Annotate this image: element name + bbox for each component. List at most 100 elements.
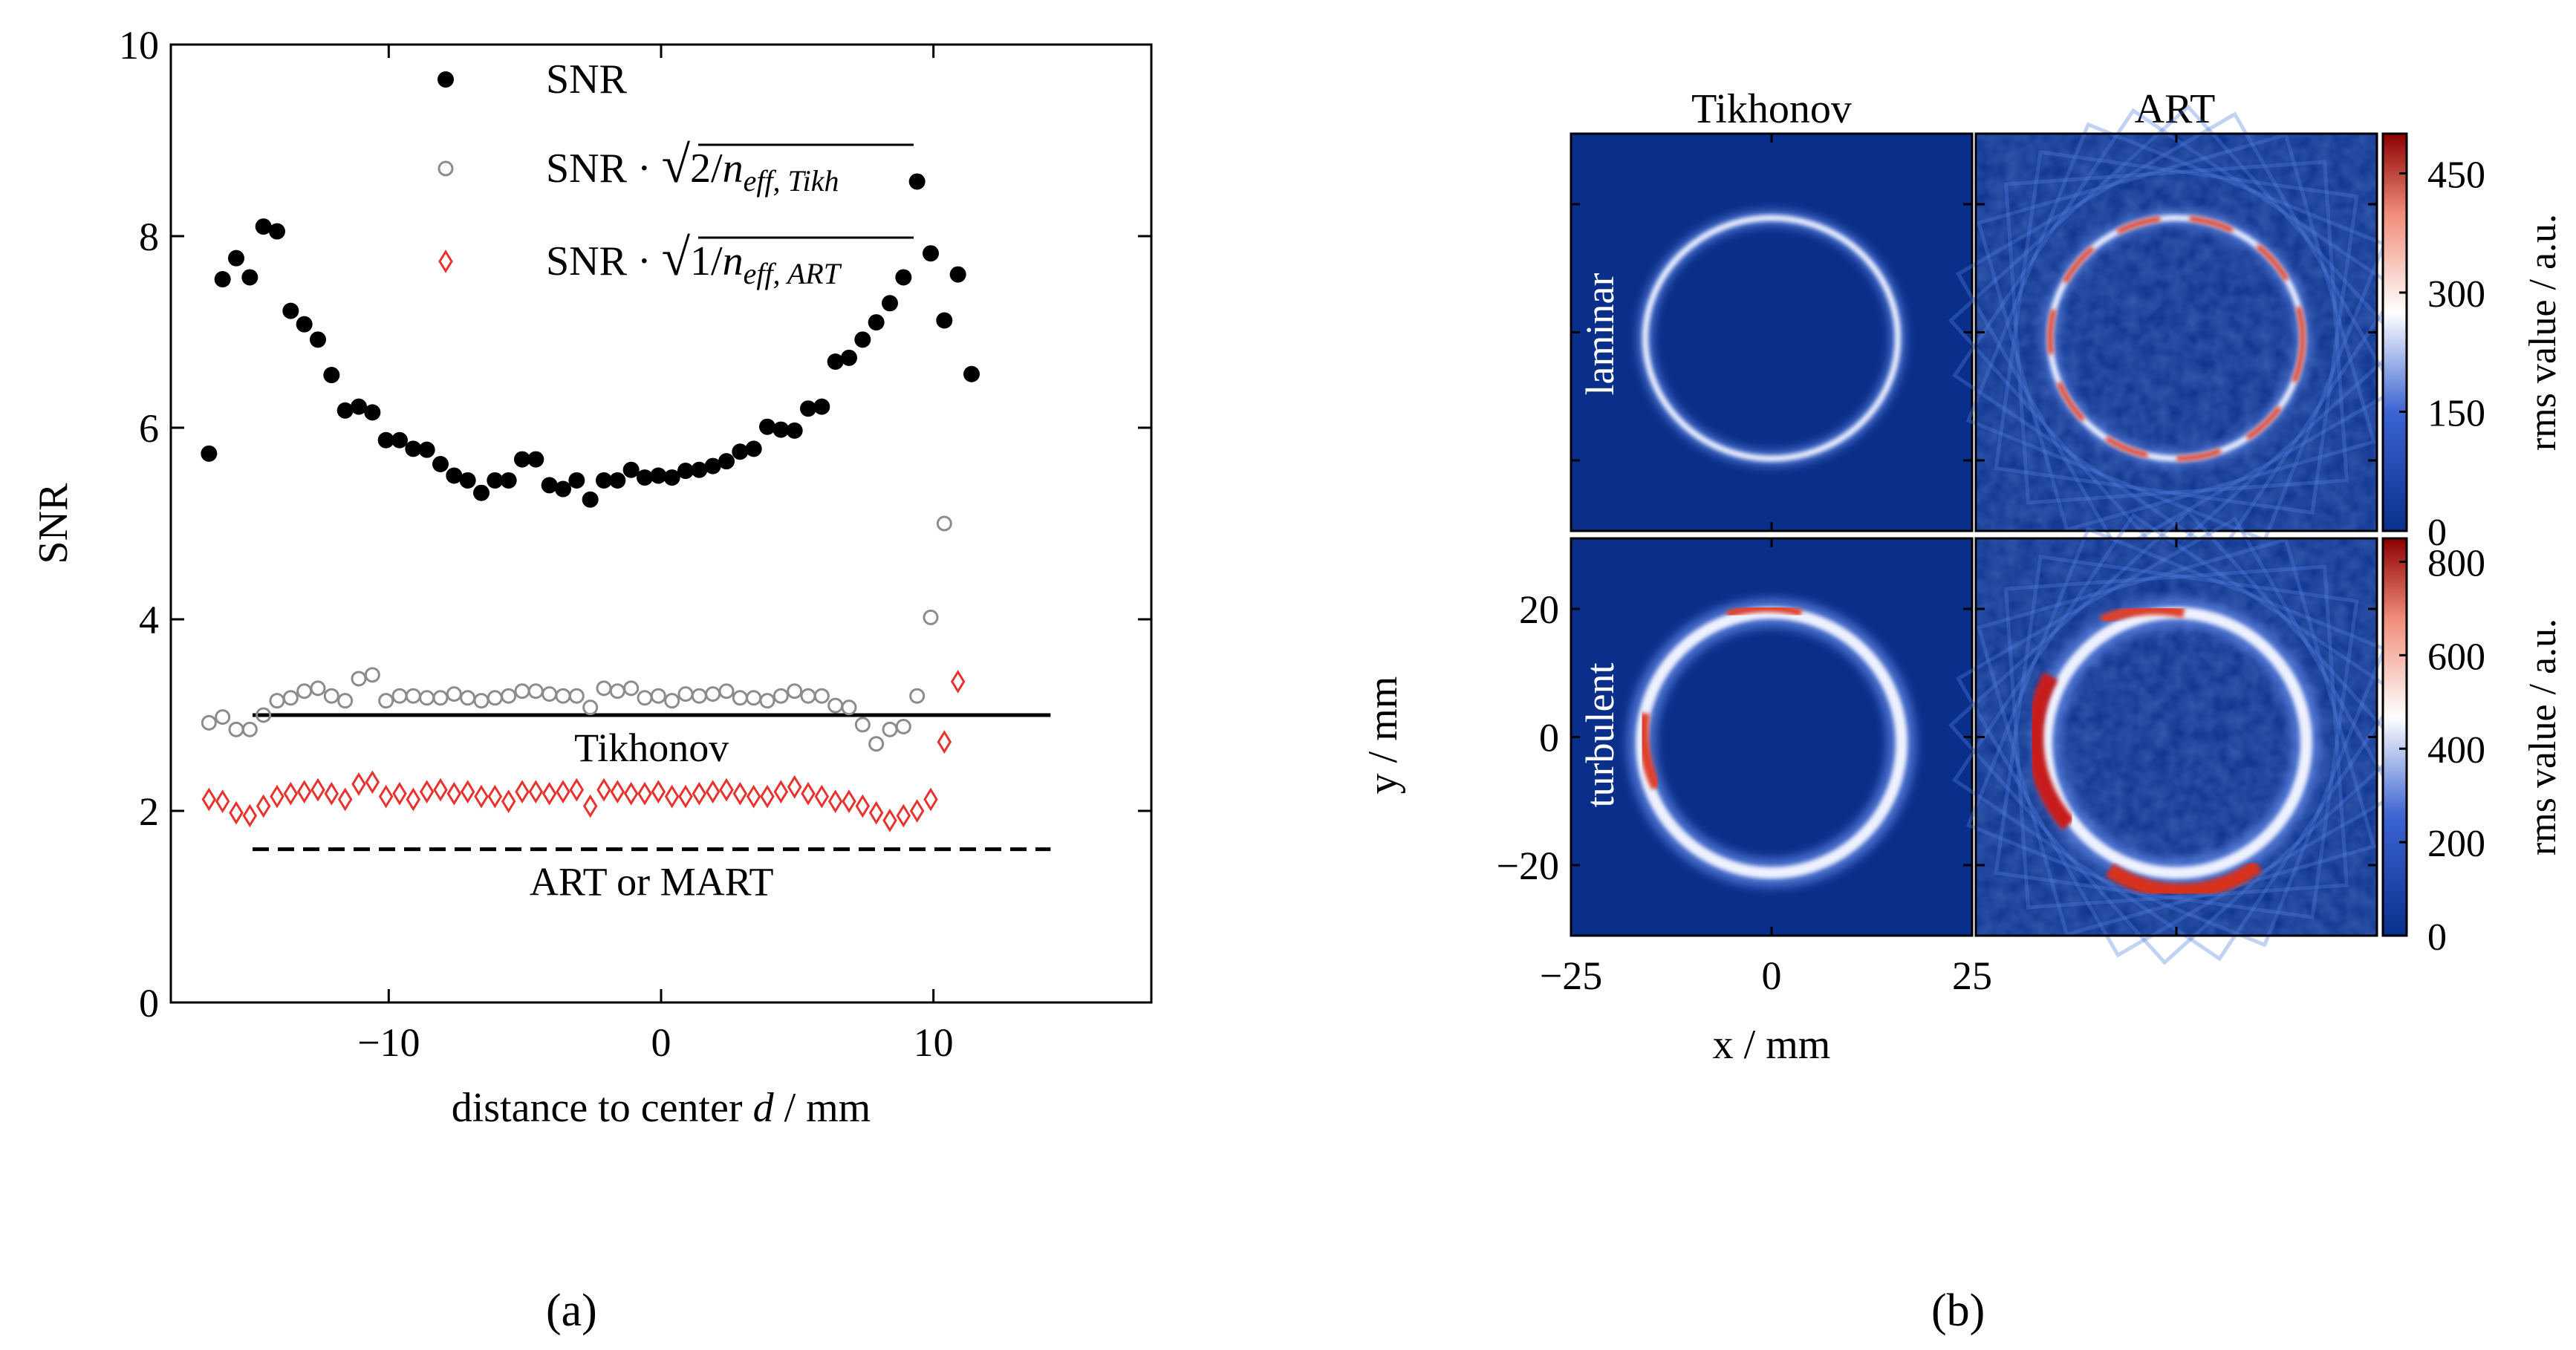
heatmap-axes: 20 0 −20 −25 0 25 (1497, 587, 1992, 998)
sqrt-symbol: √ (662, 137, 691, 194)
data-point-series-2 (528, 780, 544, 804)
legend-label: SNR (546, 56, 628, 102)
data-point-series-1 (446, 686, 462, 702)
heatmap-tile-lam-art (1948, 104, 2405, 561)
data-point-series-0 (296, 316, 313, 333)
ring-core (1642, 215, 1901, 462)
data-point-series-1 (432, 690, 449, 706)
data-point-series-0 (377, 431, 394, 449)
colorbar-label: rms value / a.u. (2522, 214, 2564, 451)
data-point-series-1 (419, 690, 435, 706)
x-axis-label-prefix: distance to center (452, 1085, 753, 1131)
ring-hotspots (2047, 215, 2306, 461)
colorbar-tick-label: 0 (2427, 916, 2447, 959)
data-point-series-1 (854, 717, 871, 733)
data-point-series-1 (582, 700, 599, 716)
data-point-series-1 (378, 693, 394, 709)
sqrt-symbol: √ (662, 229, 691, 287)
y-tick-label-b: 20 (1519, 587, 1559, 632)
legend-label-prefix: SNR · (546, 238, 662, 284)
colorbar-tick-label: 800 (2427, 542, 2485, 584)
projection-streak (1965, 122, 2387, 543)
data-point-series-0 (759, 418, 775, 435)
data-point-series-1 (541, 686, 558, 702)
reference-lines: Tikhonov ART or MART (253, 713, 1051, 904)
ring-hotspot (2027, 672, 2075, 830)
projection-streak (1976, 132, 2377, 532)
data-point-series-0 (487, 472, 504, 489)
data-point-series-2 (487, 784, 503, 809)
data-point-series-1 (813, 688, 830, 704)
legend-label: SNR · √1/neff, ART (546, 229, 842, 290)
colorbar-tick-label: 150 (2427, 393, 2485, 435)
x-axis-label: distance to center d / mm (452, 1085, 871, 1131)
data-point-series-0 (269, 223, 285, 240)
colorbars: 0 150 300 450 rms value / a.u. 0 200 400 600 800 r… (2381, 132, 2564, 959)
data-point-series-2 (446, 781, 462, 806)
tile-frame (1570, 537, 1974, 937)
data-point-series-2 (474, 784, 489, 809)
ring-hotspot (1638, 712, 1662, 790)
colorbar-turbulent (2381, 537, 2408, 937)
data-point-series-1 (351, 671, 367, 687)
data-point-series-2 (855, 794, 871, 818)
colorbar-tick-label: 400 (2427, 729, 2485, 772)
data-point-series-0 (201, 445, 218, 462)
y-tick-label-b: 0 (1539, 716, 1559, 760)
data-point-series-0 (555, 480, 571, 498)
data-point-series-2 (868, 800, 884, 825)
heatmap-tile-tur-art (1948, 509, 2405, 965)
data-point-series-0 (949, 266, 966, 283)
x-tick-label-b: −25 (1540, 953, 1602, 998)
data-point-series-1 (514, 683, 530, 700)
data-point-series-2 (337, 787, 353, 812)
x-tick-label-b: 0 (1762, 953, 1782, 998)
data-point-series-1 (596, 680, 612, 697)
data-point-series-1 (473, 693, 489, 709)
data-point-series-2 (882, 809, 897, 832)
data-point-series-1 (677, 686, 694, 702)
data-point-series-0 (241, 269, 258, 286)
data-point-series-2 (842, 789, 856, 813)
y-axis: 0 2 4 6 8 10 (119, 23, 1151, 1025)
data-point-series-2 (556, 780, 570, 804)
data-point-series-0 (541, 477, 558, 494)
x-tick-label: −10 (357, 1020, 420, 1065)
data-point-series-1 (623, 680, 640, 697)
data-point-series-2 (732, 781, 748, 806)
data-point-series-0 (609, 472, 626, 489)
data-point-series-2 (569, 777, 585, 802)
data-point-series-1 (269, 693, 285, 709)
data-point-series-2 (201, 787, 217, 812)
data-point-series-0 (895, 269, 912, 286)
y-tick-label: 6 (139, 406, 159, 451)
y-tick-label-b: −20 (1497, 844, 1559, 888)
data-point-series-0 (310, 331, 326, 348)
data-point-series-2 (324, 781, 339, 806)
data-point-series-0 (663, 469, 680, 486)
data-point-series-0 (691, 461, 708, 478)
data-point-series-0 (527, 451, 544, 468)
data-point-series-0 (473, 484, 489, 501)
legend-label-prefix: SNR (546, 56, 628, 102)
tile-frame (1570, 132, 1974, 532)
data-point-series-0 (841, 349, 857, 366)
data-point-series-1 (868, 736, 885, 752)
data-point-series-1 (609, 683, 625, 700)
projection-streak (1948, 104, 2405, 561)
y-axis-label-b: y / mm (1360, 676, 1406, 795)
data-point-series-0 (786, 422, 803, 439)
data-point-series-2 (351, 772, 366, 796)
projection-streak (1994, 149, 2359, 515)
rms-heatmaps: Tikhonov ART laminar turbulent 200−20−25… (1360, 86, 2564, 1068)
data-point-series-2 (541, 781, 557, 806)
data-point-series-0 (704, 457, 721, 475)
data-point-series-0 (773, 421, 790, 438)
data-point-series-1 (405, 688, 421, 704)
data-point-series-1 (787, 683, 803, 700)
data-point-series-2 (515, 780, 530, 804)
data-point-series-1 (241, 721, 258, 737)
data-point-series-2 (596, 777, 611, 802)
data-point-series-1 (391, 688, 408, 704)
